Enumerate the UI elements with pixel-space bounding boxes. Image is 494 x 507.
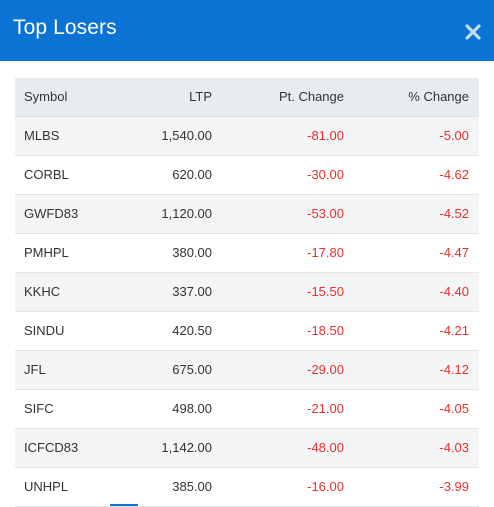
pt-change-cell: -16.00 (307, 479, 344, 494)
table-row[interactable]: JFL 675.00 -29.00 -4.12 (15, 351, 479, 390)
column-header-ltp[interactable]: LTP (189, 89, 212, 104)
pt-change-cell: -53.00 (307, 206, 344, 221)
ltp-cell: 1,142.00 (161, 440, 212, 455)
table-row[interactable]: MLBS 1,540.00 -81.00 -5.00 (15, 117, 479, 156)
close-icon[interactable] (460, 19, 486, 45)
table-row[interactable]: KKHC 337.00 -15.50 -4.40 (15, 273, 479, 312)
pt-change-cell: -48.00 (307, 440, 344, 455)
ltp-cell: 337.00 (172, 284, 212, 299)
table-header-row: Symbol LTP Pt. Change % Change (15, 78, 479, 117)
pct-change-cell: -4.62 (439, 167, 469, 182)
symbol-cell: ICFCD83 (24, 440, 79, 455)
symbol-cell: KKHC (24, 284, 61, 299)
symbol-cell: UNHPL (24, 479, 69, 494)
table-row[interactable]: UNHPL 385.00 -16.00 -3.99 (15, 468, 479, 507)
pct-change-cell: -4.05 (439, 401, 469, 416)
pt-change-cell: -15.50 (307, 284, 344, 299)
symbol-cell: GWFD83 (24, 206, 79, 221)
ltp-cell: 675.00 (172, 362, 212, 377)
pt-change-cell: -29.00 (307, 362, 344, 377)
pt-change-cell: -17.80 (307, 245, 344, 260)
table-row[interactable]: ICFCD83 1,142.00 -48.00 -4.03 (15, 429, 479, 468)
pt-change-cell: -21.00 (307, 401, 344, 416)
pt-change-cell: -18.50 (307, 323, 344, 338)
modal-title: Top Losers (13, 16, 117, 39)
ltp-cell: 1,120.00 (161, 206, 212, 221)
ltp-cell: 498.00 (172, 401, 212, 416)
pct-change-cell: -5.00 (439, 128, 469, 143)
modal-header: Top Losers (0, 0, 494, 61)
pct-change-cell: -3.99 (439, 479, 469, 494)
symbol-cell: SIFC (24, 401, 54, 416)
table-row[interactable]: PMHPL 380.00 -17.80 -4.47 (15, 234, 479, 273)
pct-change-cell: -4.12 (439, 362, 469, 377)
pct-change-cell: -4.52 (439, 206, 469, 221)
pct-change-cell: -4.47 (439, 245, 469, 260)
top-losers-table: Symbol LTP Pt. Change % Change MLBS 1,540… (15, 78, 479, 507)
column-header-pt-change[interactable]: Pt. Change (278, 89, 344, 104)
pt-change-cell: -30.00 (307, 167, 344, 182)
ltp-cell: 1,540.00 (161, 128, 212, 143)
pct-change-cell: -4.03 (439, 440, 469, 455)
table-row[interactable]: SIFC 498.00 -21.00 -4.05 (15, 390, 479, 429)
symbol-cell: MLBS (24, 128, 60, 143)
ltp-cell: 380.00 (172, 245, 212, 260)
ltp-cell: 620.00 (172, 167, 212, 182)
symbol-cell: JFL (24, 362, 46, 377)
pt-change-cell: -81.00 (307, 128, 344, 143)
symbol-cell: CORBL (24, 167, 69, 182)
column-header-pct-change[interactable]: % Change (408, 89, 469, 104)
table-row[interactable]: CORBL 620.00 -30.00 -4.62 (15, 156, 479, 195)
column-header-symbol[interactable]: Symbol (24, 89, 68, 104)
ltp-cell: 420.50 (172, 323, 212, 338)
table-row[interactable]: SINDU 420.50 -18.50 -4.21 (15, 312, 479, 351)
table-row[interactable]: GWFD83 1,120.00 -53.00 -4.52 (15, 195, 479, 234)
scroll-indicator (110, 504, 138, 506)
symbol-cell: PMHPL (24, 245, 69, 260)
ltp-cell: 385.00 (172, 479, 212, 494)
symbol-cell: SINDU (24, 323, 65, 338)
pct-change-cell: -4.40 (439, 284, 469, 299)
pct-change-cell: -4.21 (439, 323, 469, 338)
